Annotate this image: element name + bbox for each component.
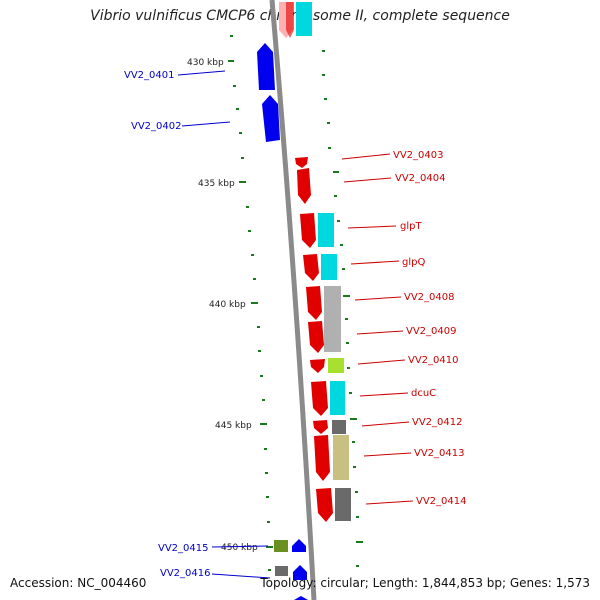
cog-box-VV2_0416 [275, 566, 288, 576]
chromosome-backbone [269, 0, 317, 600]
ruler-label-445: 445 kbp [215, 421, 252, 431]
gene-arrow-VV2_0403 [295, 157, 308, 168]
gene-arrow-VV2_0410 [310, 359, 325, 373]
ruler-label-440: 440 kbp [209, 300, 246, 310]
cog-box-dcuC [330, 381, 345, 415]
gene-label-VV2_0404[interactable]: VV2_0404 [395, 173, 446, 184]
gene-label-glpT[interactable]: glpT [400, 221, 422, 232]
ruler-ticks [228, 35, 363, 571]
cog-box-glpT [318, 213, 334, 247]
accession-text: Accession: NC_004460 [10, 576, 147, 590]
gene-arrow-VV2_0404 [297, 168, 311, 204]
gene-arrow-top-forward-red [286, 2, 294, 38]
genome-summary-text: Topology: circular; Length: 1,844,853 bp… [260, 576, 590, 590]
gene-arrow-glpQ [303, 254, 319, 281]
gene-arrow-VV2_0402 [262, 95, 280, 142]
cog-box-VV2_0408 [324, 286, 341, 352]
gene-label-VV2_0415[interactable]: VV2_0415 [158, 543, 209, 554]
gene-label-VV2_0416[interactable]: VV2_0416 [160, 568, 211, 579]
ruler-label-430: 430 kbp [187, 58, 224, 68]
gene-arrow-VV2_0401 [257, 43, 275, 90]
gene-arrow-VV2_0416 [293, 565, 307, 580]
cog-box-VV2_0414 [335, 488, 351, 521]
gene-arrow-VV2_0415 [292, 539, 306, 552]
cog-box-VV2_0415 [274, 540, 288, 552]
gene-label-VV2_0409[interactable]: VV2_0409 [406, 326, 457, 337]
cog-box-VV2_0413 [333, 435, 349, 480]
gene-label-VV2_0408[interactable]: VV2_0408 [404, 292, 455, 303]
gene-arrow-VV2_0412 [313, 420, 328, 434]
gene-arrow-VV2_0408 [306, 286, 322, 320]
gene-label-VV2_0412[interactable]: VV2_0412 [412, 417, 463, 428]
gene-label-VV2_0401[interactable]: VV2_0401 [124, 70, 175, 81]
cog-box-top [296, 2, 312, 36]
cog-box-glpQ [321, 254, 337, 280]
gene-arrow-VV2_0413 [314, 435, 330, 481]
leader-lines-left [177, 70, 271, 579]
gene-label-VV2_0414[interactable]: VV2_0414 [416, 496, 467, 507]
gene-label-VV2_0403[interactable]: VV2_0403 [393, 150, 444, 161]
gene-label-dcuC[interactable]: dcuC [411, 388, 436, 399]
ruler-label-435: 435 kbp [198, 179, 235, 189]
gene-arrow-glpT [300, 213, 316, 248]
ruler-label-450: 450 kbp [221, 543, 258, 553]
gene-label-VV2_0402[interactable]: VV2_0402 [131, 121, 182, 132]
cog-box-VV2_0412 [332, 420, 346, 434]
cog-box-VV2_0410 [328, 358, 344, 373]
gene-label-VV2_0413[interactable]: VV2_0413 [414, 448, 465, 459]
leader-lines-right [341, 153, 414, 505]
gene-arrow-dcuC [311, 381, 328, 416]
gene-arrow-VV2_0409 [308, 321, 324, 353]
gene-label-VV2_0410[interactable]: VV2_0410 [408, 355, 459, 366]
gene-arrow-VV2_0414 [316, 488, 333, 522]
gene-label-glpQ[interactable]: glpQ [402, 257, 425, 268]
gene-arrow-bottom [294, 596, 308, 600]
